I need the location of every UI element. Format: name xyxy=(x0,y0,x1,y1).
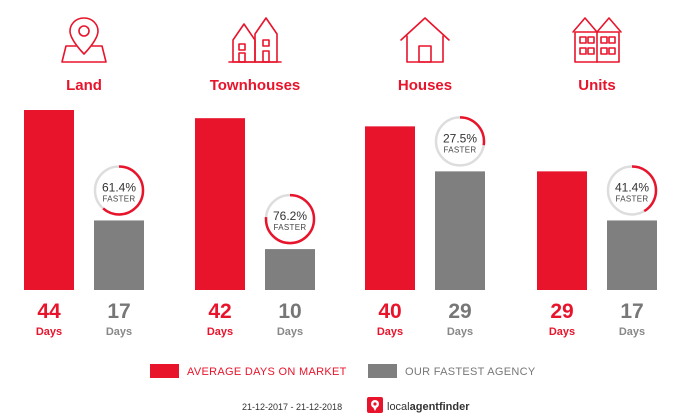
value-label-agency-townhouses: 10 xyxy=(278,300,301,323)
units-icon xyxy=(572,17,622,63)
bar-market-units xyxy=(537,171,587,290)
faster-label-land: FASTER xyxy=(103,194,136,203)
legend-swatch-agency xyxy=(368,364,397,378)
legend-label-agency: OUR FASTEST AGENCY xyxy=(405,366,536,378)
value-label-market-land: 44 xyxy=(37,300,61,323)
chart-marks: 44Days17Days61.4%FASTER42Days10Days76.2%… xyxy=(24,110,658,338)
footer-brand-prefix: local xyxy=(387,401,410,413)
bar-agency-land xyxy=(94,220,144,290)
value-label-market-houses: 40 xyxy=(378,300,401,323)
value-label-market-townhouses: 42 xyxy=(208,300,231,323)
category-label-units: Units xyxy=(578,77,616,94)
category-label-houses: Houses xyxy=(398,77,452,94)
days-label-agency-houses: Days xyxy=(447,326,473,338)
legend-swatch-market xyxy=(150,364,179,378)
localagentfinder-logo-icon xyxy=(367,397,383,413)
footer-date-range: 21-12-2017 - 21-12-2018 xyxy=(242,402,342,412)
faster-pct-townhouses: 76.2% xyxy=(273,209,307,223)
faster-ring-townhouses: 76.2%FASTER xyxy=(264,193,316,245)
house-icon xyxy=(400,17,450,63)
faster-ring-progress-land xyxy=(93,165,145,216)
days-label-market-townhouses: Days xyxy=(207,326,233,338)
value-label-agency-units: 17 xyxy=(620,300,643,323)
faster-ring-progress-houses xyxy=(434,116,486,167)
footer-brand-suffix: agentfinder xyxy=(410,401,471,413)
footer-brand: localagentfinder xyxy=(387,401,470,413)
faster-ring-land: 61.4%FASTER xyxy=(93,165,145,216)
legend-label-market: AVERAGE DAYS ON MARKET xyxy=(187,366,347,378)
category-label-land: Land xyxy=(66,77,102,94)
faster-pct-units: 41.4% xyxy=(615,180,649,194)
days-label-market-units: Days xyxy=(549,326,575,338)
bar-agency-units xyxy=(607,220,657,290)
faster-label-units: FASTER xyxy=(616,194,649,203)
category-label-townhouses: Townhouses xyxy=(210,77,301,94)
days-label-market-land: Days xyxy=(36,326,62,338)
faster-ring-units: 41.4%FASTER xyxy=(606,165,658,216)
faster-label-houses: FASTER xyxy=(444,145,477,154)
townhouse-icon xyxy=(228,17,282,63)
faster-pct-houses: 27.5% xyxy=(443,131,477,145)
bar-agency-townhouses xyxy=(265,249,315,290)
days-label-agency-units: Days xyxy=(619,326,645,338)
faster-pct-land: 61.4% xyxy=(102,180,136,194)
bar-market-townhouses xyxy=(195,118,245,290)
faster-ring-houses: 27.5%FASTER xyxy=(434,116,486,167)
map-pin-icon xyxy=(61,17,107,63)
days-label-agency-townhouses: Days xyxy=(277,326,303,338)
faster-ring-progress-units xyxy=(606,165,658,216)
faster-label-townhouses: FASTER xyxy=(274,223,307,232)
bar-market-land xyxy=(24,110,74,290)
faster-ring-progress-townhouses xyxy=(264,193,316,245)
days-label-agency-land: Days xyxy=(106,326,132,338)
bar-agency-houses xyxy=(435,171,485,290)
bar-market-houses xyxy=(365,126,415,290)
legend: AVERAGE DAYS ON MARKET OUR FASTEST AGENC… xyxy=(150,364,536,378)
value-label-agency-land: 17 xyxy=(107,300,130,323)
value-label-market-units: 29 xyxy=(550,300,573,323)
days-label-market-houses: Days xyxy=(377,326,403,338)
value-label-agency-houses: 29 xyxy=(448,300,471,323)
